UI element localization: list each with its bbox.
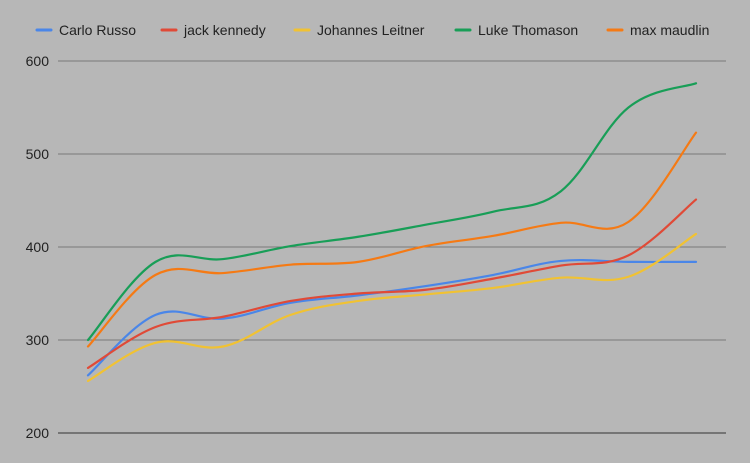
legend-item-johannes-leitner[interactable]: Johannes Leitner <box>293 22 425 38</box>
legend-item-luke-thomason[interactable]: Luke Thomason <box>454 22 578 38</box>
series-lines <box>86 82 698 383</box>
y-tick-label: 500 <box>26 146 50 162</box>
y-tick-label: 300 <box>26 332 50 348</box>
series-line-carlo-russo <box>86 259 698 377</box>
legend-label: jack kennedy <box>183 22 266 38</box>
legend-label: max maudlin <box>630 22 709 38</box>
legend-item-max-maudlin[interactable]: max maudlin <box>606 22 709 38</box>
y-axis-tick-labels: 200 300 400 500 600 <box>26 53 50 441</box>
legend-item-jack-kennedy[interactable]: jack kennedy <box>160 22 266 38</box>
y-tick-label: 400 <box>26 239 50 255</box>
series-line-johannes-leitner <box>86 232 698 383</box>
series-line-luke-thomason <box>86 82 698 342</box>
legend: Carlo Russo jack kennedy Johannes Leitner L… <box>35 22 709 38</box>
y-tick-label: 600 <box>26 53 50 69</box>
legend-label: Luke Thomason <box>478 22 578 38</box>
y-tick-label: 200 <box>26 425 50 441</box>
legend-label: Carlo Russo <box>59 22 136 38</box>
gridlines <box>58 60 726 434</box>
series-line-max-maudlin <box>86 131 698 348</box>
legend-item-carlo-russo[interactable]: Carlo Russo <box>35 22 136 38</box>
series-line-jack-kennedy <box>86 198 698 369</box>
legend-label: Johannes Leitner <box>317 22 425 38</box>
